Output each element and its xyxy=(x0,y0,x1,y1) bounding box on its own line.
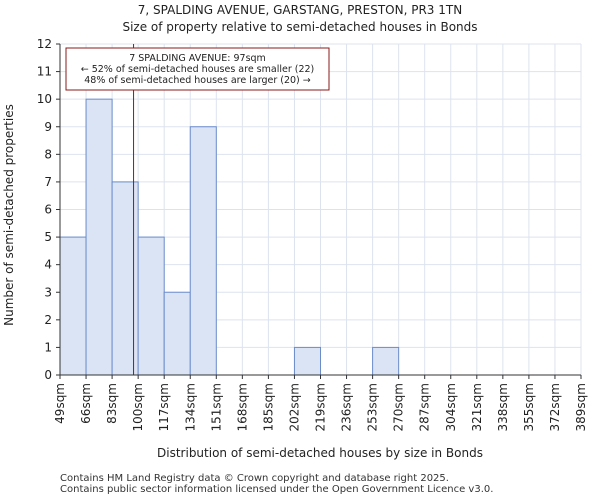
annotation-line: 7 SPALDING AVENUE: 97sqm xyxy=(129,53,266,64)
y-tick-label: 11 xyxy=(37,65,52,79)
x-tick-label: 134sqm xyxy=(183,383,197,431)
x-tick-label: 253sqm xyxy=(366,383,380,431)
x-tick-label: 49sqm xyxy=(53,383,67,424)
y-axis-label: Number of semi-detached properties xyxy=(2,104,16,326)
x-tick-label: 321sqm xyxy=(470,383,484,431)
histogram-bar xyxy=(372,346,400,376)
y-tick-label: 3 xyxy=(44,285,52,299)
property-marker: 7 SPALDING AVENUE: 97sqm← 52% of semi-de… xyxy=(65,44,330,375)
x-tick-label: 202sqm xyxy=(287,383,301,431)
footer: Contains HM Land Registry data © Crown c… xyxy=(60,473,493,495)
y-tick-label: 12 xyxy=(37,37,52,51)
annotation-line: 48% of semi-detached houses are larger (… xyxy=(84,75,311,86)
histogram-bar xyxy=(59,236,87,376)
x-tick-label: 83sqm xyxy=(105,383,119,424)
histogram-bar xyxy=(111,181,139,376)
histogram-bar xyxy=(293,346,322,376)
x-tick-label: 236sqm xyxy=(340,383,354,431)
histogram-bar xyxy=(85,98,113,376)
x-tick-label: 372sqm xyxy=(548,383,562,431)
x-tick-label: 219sqm xyxy=(314,383,328,431)
x-tick-label: 270sqm xyxy=(392,383,406,431)
x-tick-label: 66sqm xyxy=(79,383,93,424)
y-tick-label: 4 xyxy=(44,258,52,272)
x-tick-label: 151sqm xyxy=(209,383,223,431)
annotation-box xyxy=(65,47,330,91)
y-tick-label: 0 xyxy=(44,368,52,382)
y-tick-label: 10 xyxy=(37,92,52,106)
x-tick-label: 168sqm xyxy=(235,383,249,431)
x-tick-label: 304sqm xyxy=(444,383,458,431)
y-tick-label: 8 xyxy=(44,147,52,161)
y-tick-label: 9 xyxy=(44,120,52,134)
x-tick-label: 185sqm xyxy=(261,383,275,431)
x-tick-label: 287sqm xyxy=(418,383,432,431)
y-tick-label: 6 xyxy=(44,203,52,217)
x-tick-label: 355sqm xyxy=(522,383,536,431)
x-axis-label: Distribution of semi-detached houses by … xyxy=(157,446,483,460)
y-tick-label: 7 xyxy=(44,175,52,189)
y-tick-label: 2 xyxy=(44,313,52,327)
footer-line-2: Contains public sector information licen… xyxy=(60,484,494,495)
histogram-bar xyxy=(137,236,165,376)
y-tick-label: 5 xyxy=(44,230,52,244)
y-tick-label: 1 xyxy=(44,340,52,354)
histogram-bar xyxy=(189,126,217,376)
x-tick-label: 100sqm xyxy=(131,383,145,431)
x-tick-label: 389sqm xyxy=(574,383,588,431)
chart-title: 7, SPALDING AVENUE, GARSTANG, PRESTON, P… xyxy=(138,3,462,17)
histogram-bar xyxy=(163,291,191,376)
chart-subtitle: Size of property relative to semi-detach… xyxy=(122,20,477,34)
annotation-line: ← 52% of semi-detached houses are smalle… xyxy=(81,64,315,75)
footer-line-1: Contains HM Land Registry data © Crown c… xyxy=(60,473,449,484)
x-tick-label: 338sqm xyxy=(496,383,510,431)
x-tick-label: 117sqm xyxy=(157,383,171,431)
